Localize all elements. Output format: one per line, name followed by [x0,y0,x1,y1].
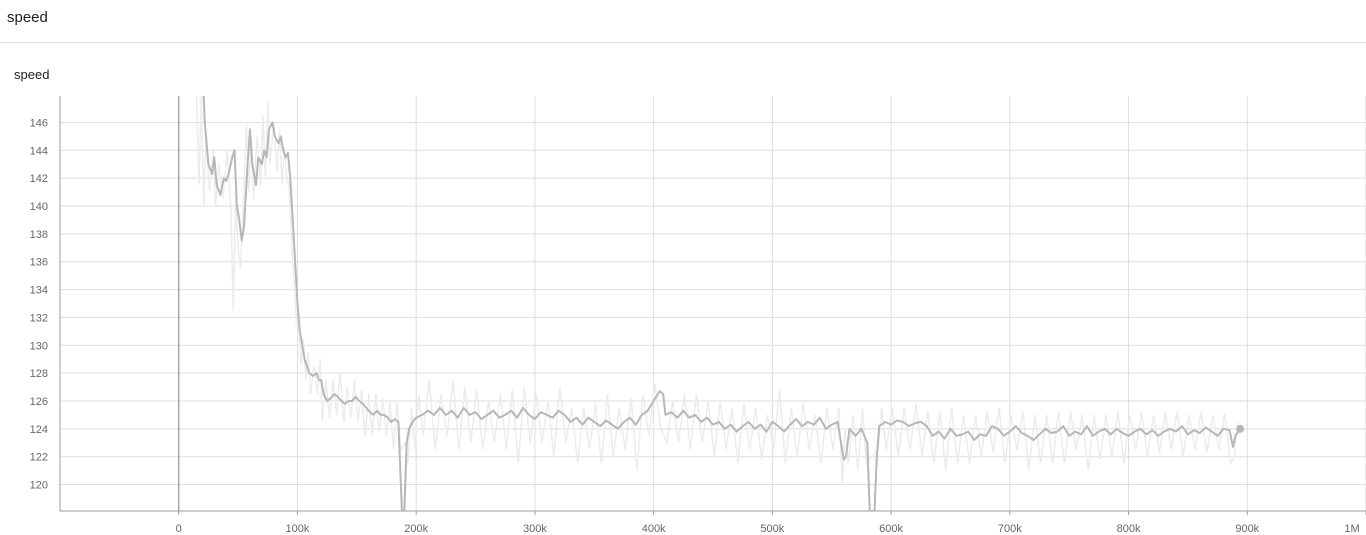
y-tick-label: 144 [30,145,48,157]
y-tick-label: 122 [30,452,48,464]
x-tick-label: 800k [1117,523,1141,535]
line-chart[interactable]: 120 122 124 126 128 130 132 134 136 138 140 142 144 1… [0,43,1366,535]
y-tick-label: 130 [30,340,48,352]
smoothed-series-line [202,96,1241,511]
section-title: speed [7,8,48,26]
x-tick-label: 200k [404,523,428,535]
y-tick-label: 146 [30,117,48,129]
y-tick-label: 128 [30,368,48,380]
last-value-marker [1236,424,1245,433]
y-tick-label: 134 [30,285,48,297]
x-tick-label: 600k [879,523,903,535]
y-tick-label: 124 [30,424,48,436]
x-tick-label: 100k [286,523,310,535]
y-tick-label: 132 [30,312,48,324]
y-tick-label: 142 [30,173,48,185]
section-header: speed [0,0,1366,43]
chart-title: speed [14,67,50,82]
chart-card: speed 120 122 124 126 128 130 132 134 136 138 140 1… [0,43,1366,535]
y-tick-label: 140 [30,201,48,213]
y-tick-label: 136 [30,257,48,269]
tick-label-layer: 120 122 124 126 128 130 132 134 136 138 140 142 144 1… [30,117,1360,535]
y-tick-label: 120 [30,480,48,492]
axis-layer [59,96,1366,515]
raw-series-line [195,96,1239,485]
x-tick-label: 700k [998,523,1022,535]
grid-layer [60,96,1366,511]
x-tick-label: 500k [760,523,784,535]
x-tick-label: 300k [523,523,547,535]
x-tick-label: 1M [1344,523,1359,535]
smoothed-series-layer [202,96,1245,511]
x-tick-label: 900k [1235,523,1259,535]
y-tick-label: 126 [30,396,48,408]
y-tick-label: 138 [30,229,48,241]
raw-series-layer [195,96,1239,485]
x-tick-label: 400k [642,523,666,535]
x-tick-label: 0 [176,523,182,535]
